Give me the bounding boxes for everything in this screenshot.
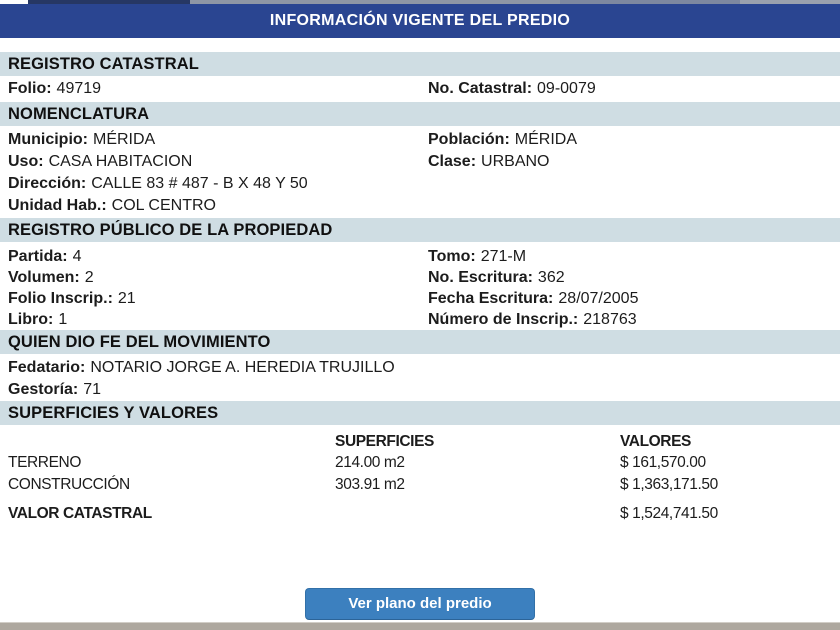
section-title: SUPERFICIES Y VALORES — [8, 403, 219, 422]
field-value: 21 — [117, 290, 136, 307]
table-row-construccion: CONSTRUCCIÓN 303.91 m2 $ 1,363,171.50 — [8, 474, 840, 496]
row-superficie: 214.00 m2 — [335, 454, 405, 471]
section-title: REGISTRO CATASTRAL — [8, 54, 199, 73]
field-partida: Partida: 4 — [8, 246, 428, 267]
field-unidad-hab: Unidad Hab.: COL CENTRO — [8, 195, 428, 217]
field-label: Unidad Hab.: — [8, 197, 107, 214]
field-no-escritura: No. Escritura: 362 — [428, 267, 840, 288]
field-value: 362 — [537, 269, 565, 286]
field-fedatario: Fedatario: NOTARIO JORGE A. HEREDIA TRUJI… — [8, 357, 428, 379]
field-value: 28/07/2005 — [558, 290, 639, 307]
field-value: 218763 — [583, 311, 637, 328]
field-value: 09-0079 — [537, 80, 596, 97]
field-label: Fecha Escritura: — [428, 290, 554, 307]
field-label: Partida: — [8, 248, 68, 265]
field-label: Tomo: — [428, 248, 476, 265]
ver-plano-button[interactable]: Ver plano del predio — [305, 588, 535, 620]
row-label: TERRENO — [8, 454, 81, 471]
field-label: Folio Inscrip.: — [8, 290, 113, 307]
field-label: Gestoría: — [8, 381, 79, 398]
field-label: Población: — [428, 131, 510, 148]
field-uso: Uso: CASA HABITACION — [8, 151, 428, 173]
field-value: MÉRIDA — [92, 131, 156, 148]
section-title: REGISTRO PÚBLICO DE LA PROPIEDAD — [8, 220, 333, 239]
field-folio: Folio: 49719 — [8, 79, 428, 99]
button-row: Ver plano del predio — [0, 588, 840, 620]
row-superficie: 303.91 m2 — [335, 476, 405, 493]
column-header-superficies: SUPERFICIES — [335, 433, 434, 450]
field-label: Municipio: — [8, 131, 88, 148]
row-superficie — [335, 503, 620, 525]
field-label: Dirección: — [8, 175, 87, 192]
section-rows-registro-publico: Partida: 4 Volumen: 2 Folio Inscrip.: 21 Li… — [0, 242, 840, 330]
field-label: Fedatario: — [8, 359, 86, 376]
section-title: QUIEN DIO FE DEL MOVIMIENTO — [8, 332, 271, 351]
field-folio-inscrip: Folio Inscrip.: 21 — [8, 288, 428, 309]
field-poblacion: Población: MÉRIDA — [428, 129, 840, 151]
section-rows-nomenclatura: Municipio: MÉRIDA Uso: CASA HABITACION Dir… — [0, 126, 840, 218]
table-row-terreno: TERRENO 214.00 m2 $ 161,570.00 — [8, 452, 840, 474]
table-header-row: SUPERFICIES VALORES — [8, 431, 840, 452]
field-label: Clase: — [428, 153, 477, 170]
section-header-registro-catastral: REGISTRO CATASTRAL — [0, 52, 840, 76]
section-header-superficies-valores: SUPERFICIES Y VALORES — [0, 401, 840, 425]
row-valor: $ 1,363,171.50 — [620, 476, 718, 493]
section-header-nomenclatura: NOMENCLATURA — [0, 102, 840, 126]
table-row-valor-catastral: VALOR CATASTRAL $ 1,524,741.50 — [8, 503, 840, 525]
field-gestoria: Gestoría: 71 — [8, 379, 428, 401]
field-no-catastral: No. Catastral: 09-0079 — [428, 79, 840, 99]
row-label: CONSTRUCCIÓN — [8, 476, 130, 493]
header-gap — [0, 38, 840, 52]
column-header-valores: VALORES — [620, 433, 691, 450]
field-value: NOTARIO JORGE A. HEREDIA TRUJILLO — [90, 359, 395, 376]
field-value: CALLE 83 # 487 - B X 48 Y 50 — [91, 175, 308, 192]
row-valor: $ 161,570.00 — [620, 454, 706, 471]
field-value: CASA HABITACION — [48, 153, 193, 170]
section-header-quien-dio-fe: QUIEN DIO FE DEL MOVIMIENTO — [0, 330, 840, 354]
row-valor: $ 1,524,741.50 — [620, 505, 718, 522]
field-label: No. Escritura: — [428, 269, 533, 286]
property-info-content: Este documento no tiene validez oficial … — [0, 52, 840, 620]
section-title: NOMENCLATURA — [8, 104, 150, 123]
field-volumen: Volumen: 2 — [8, 267, 428, 288]
field-label: No. Catastral: — [428, 80, 533, 97]
section-rows-registro-catastral: Folio: 49719 No. Catastral: 09-0079 — [0, 76, 840, 102]
field-value: 49719 — [56, 80, 102, 97]
field-municipio: Municipio: MÉRIDA — [8, 129, 428, 151]
field-value: 71 — [83, 381, 102, 398]
section-rows-quien-dio-fe: Fedatario: NOTARIO JORGE A. HEREDIA TRUJI… — [0, 354, 840, 401]
row-label: VALOR CATASTRAL — [8, 505, 152, 522]
window-bottom-edge — [0, 622, 840, 630]
superficies-valores-table: SUPERFICIES VALORES TERRENO 214.00 m2 $ … — [0, 431, 840, 525]
section-header-registro-publico: REGISTRO PÚBLICO DE LA PROPIEDAD — [0, 218, 840, 242]
window-top-edge — [0, 0, 840, 4]
page-title: INFORMACIÓN VIGENTE DEL PREDIO — [269, 12, 571, 29]
field-label: Libro: — [8, 311, 54, 328]
field-label: Número de Inscrip.: — [428, 311, 579, 328]
field-value: 2 — [84, 269, 94, 286]
field-libro: Libro: 1 — [8, 309, 428, 330]
page-header-bar: INFORMACIÓN VIGENTE DEL PREDIO — [0, 4, 840, 38]
field-value: URBANO — [481, 153, 550, 170]
field-clase: Clase: URBANO — [428, 151, 840, 173]
field-fecha-escritura: Fecha Escritura: 28/07/2005 — [428, 288, 840, 309]
field-value: 271-M — [480, 248, 527, 265]
field-value: MÉRIDA — [514, 131, 578, 148]
field-label: Volumen: — [8, 269, 80, 286]
field-numero-inscrip: Número de Inscrip.: 218763 — [428, 309, 840, 330]
field-direccion: Dirección: CALLE 83 # 487 - B X 48 Y 50 — [8, 173, 428, 195]
field-value: COL CENTRO — [111, 197, 216, 214]
field-value: 4 — [72, 248, 82, 265]
field-value: 1 — [58, 311, 68, 328]
field-tomo: Tomo: 271-M — [428, 246, 840, 267]
field-label: Folio: — [8, 80, 52, 97]
field-label: Uso: — [8, 153, 44, 170]
